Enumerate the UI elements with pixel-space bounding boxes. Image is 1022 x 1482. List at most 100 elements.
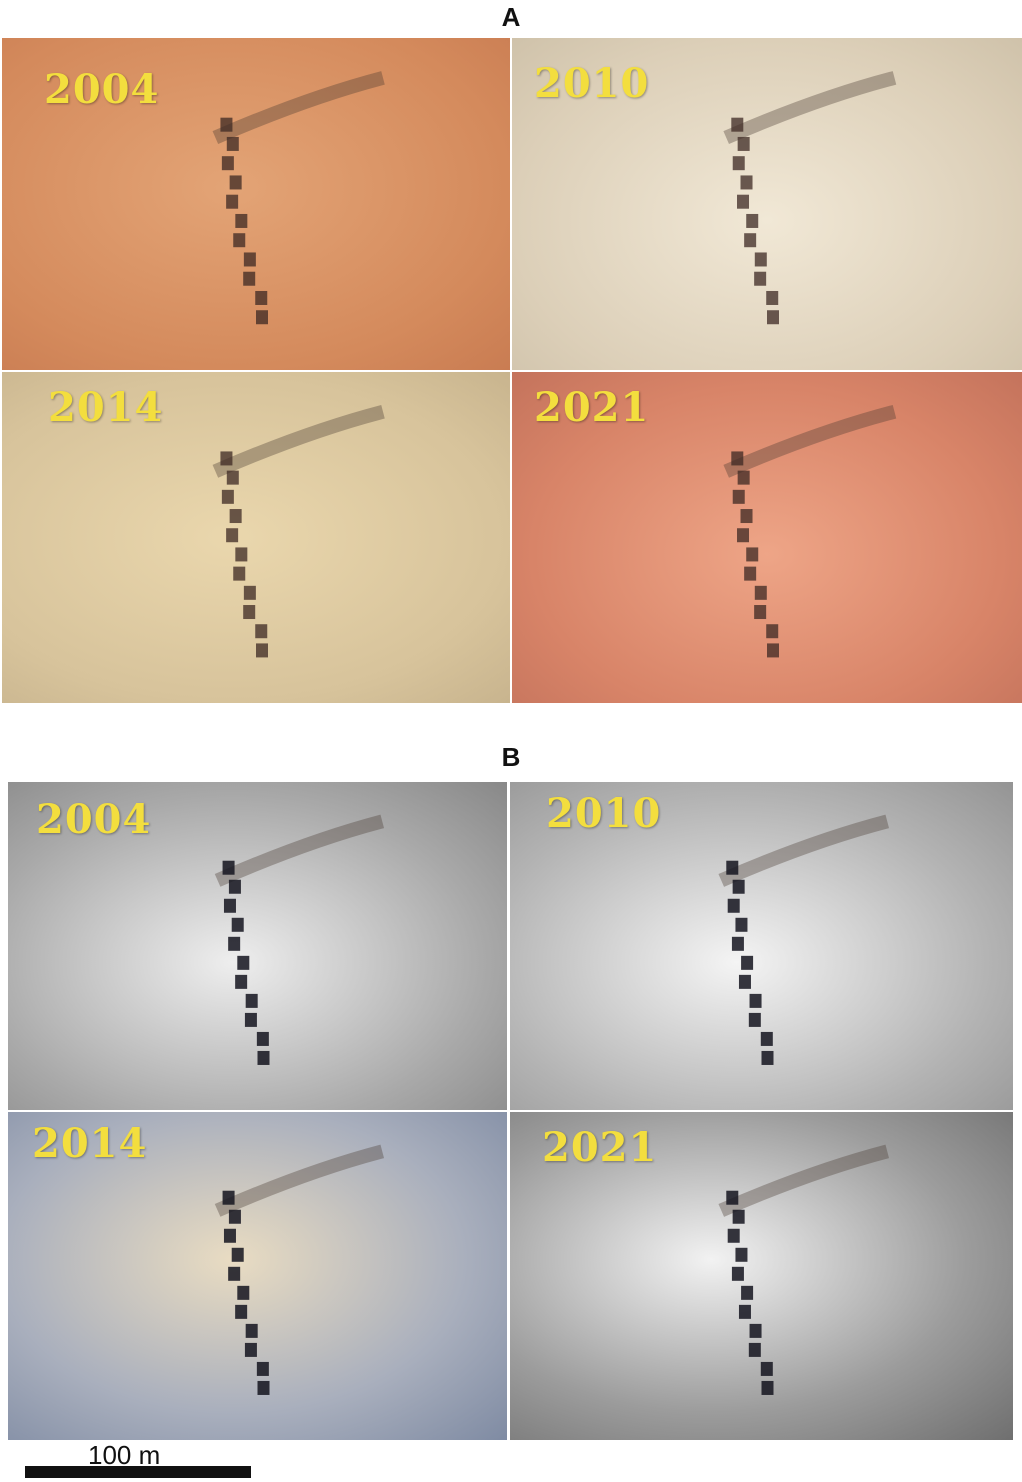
building bbox=[731, 451, 743, 465]
building bbox=[227, 137, 239, 151]
building bbox=[739, 1305, 751, 1319]
building bbox=[220, 118, 232, 132]
building bbox=[220, 451, 232, 465]
satellite-image: 2004 bbox=[2, 38, 510, 370]
ridge bbox=[726, 412, 894, 472]
building bbox=[223, 861, 235, 875]
building bbox=[754, 605, 766, 619]
ridge bbox=[721, 821, 887, 880]
panel-label: A bbox=[0, 2, 1022, 33]
year-label: 2014 bbox=[48, 384, 163, 431]
building bbox=[235, 975, 247, 989]
building bbox=[761, 1032, 773, 1046]
building bbox=[235, 1305, 247, 1319]
building bbox=[244, 586, 256, 600]
building bbox=[746, 214, 758, 228]
building bbox=[227, 471, 239, 485]
building bbox=[255, 624, 267, 638]
building bbox=[735, 1248, 747, 1262]
satellite-image: 2010 bbox=[512, 38, 1022, 370]
building bbox=[246, 994, 258, 1008]
building bbox=[750, 1324, 762, 1338]
building bbox=[237, 956, 249, 970]
building bbox=[257, 1032, 269, 1046]
building bbox=[733, 490, 745, 504]
building bbox=[744, 567, 756, 581]
building bbox=[750, 994, 762, 1008]
building bbox=[746, 547, 758, 561]
building bbox=[731, 118, 743, 132]
year-label: 2010 bbox=[546, 790, 661, 837]
building bbox=[235, 547, 247, 561]
building bbox=[224, 899, 236, 913]
figure: {"panel_a": {"label": "A", "images": [{"… bbox=[0, 0, 1022, 1482]
building bbox=[739, 975, 751, 989]
building bbox=[762, 1381, 774, 1395]
year-label: 2021 bbox=[534, 384, 649, 431]
building bbox=[732, 1267, 744, 1281]
building bbox=[726, 1191, 738, 1205]
building bbox=[733, 880, 745, 894]
building bbox=[256, 310, 268, 324]
panel-label: B bbox=[0, 742, 1022, 773]
building bbox=[737, 195, 749, 209]
building bbox=[767, 643, 779, 657]
building bbox=[229, 1210, 241, 1224]
year-label: 2014 bbox=[32, 1120, 147, 1167]
building bbox=[222, 490, 234, 504]
building bbox=[726, 861, 738, 875]
building bbox=[737, 528, 749, 542]
building bbox=[230, 509, 242, 523]
building bbox=[258, 1381, 270, 1395]
ridge bbox=[721, 1151, 887, 1210]
ridge bbox=[218, 1151, 383, 1210]
year-label: 2004 bbox=[36, 796, 151, 843]
building bbox=[224, 1229, 236, 1243]
building bbox=[226, 528, 238, 542]
building bbox=[258, 1051, 270, 1065]
building bbox=[755, 586, 767, 600]
building bbox=[749, 1013, 761, 1027]
ridge bbox=[215, 78, 383, 138]
ridge bbox=[215, 412, 383, 472]
building bbox=[237, 1286, 249, 1300]
building bbox=[232, 918, 244, 932]
building bbox=[733, 156, 745, 170]
building bbox=[741, 175, 753, 189]
building bbox=[767, 310, 779, 324]
building bbox=[766, 624, 778, 638]
building bbox=[735, 918, 747, 932]
satellite-image: 2014 bbox=[8, 1112, 507, 1440]
building bbox=[744, 233, 756, 247]
satellite-image: 2004 bbox=[8, 782, 507, 1110]
building bbox=[228, 937, 240, 951]
building bbox=[257, 1362, 269, 1376]
building bbox=[243, 272, 255, 286]
building bbox=[233, 567, 245, 581]
building bbox=[230, 175, 242, 189]
building bbox=[728, 1229, 740, 1243]
building bbox=[728, 899, 740, 913]
building bbox=[749, 1343, 761, 1357]
building bbox=[256, 643, 268, 657]
building bbox=[741, 1286, 753, 1300]
building bbox=[761, 1362, 773, 1376]
building bbox=[235, 214, 247, 228]
building bbox=[762, 1051, 774, 1065]
building bbox=[741, 956, 753, 970]
building bbox=[738, 471, 750, 485]
building bbox=[245, 1343, 257, 1357]
building bbox=[232, 1248, 244, 1262]
building bbox=[766, 291, 778, 305]
satellite-image: 2021 bbox=[512, 372, 1022, 703]
building bbox=[733, 1210, 745, 1224]
building bbox=[754, 272, 766, 286]
satellite-image: 2021 bbox=[510, 1112, 1013, 1440]
building bbox=[246, 1324, 258, 1338]
scale-bar bbox=[25, 1466, 251, 1478]
building bbox=[732, 937, 744, 951]
ridge bbox=[726, 78, 894, 138]
building bbox=[738, 137, 750, 151]
year-label: 2004 bbox=[44, 66, 159, 113]
ridge bbox=[218, 821, 383, 880]
